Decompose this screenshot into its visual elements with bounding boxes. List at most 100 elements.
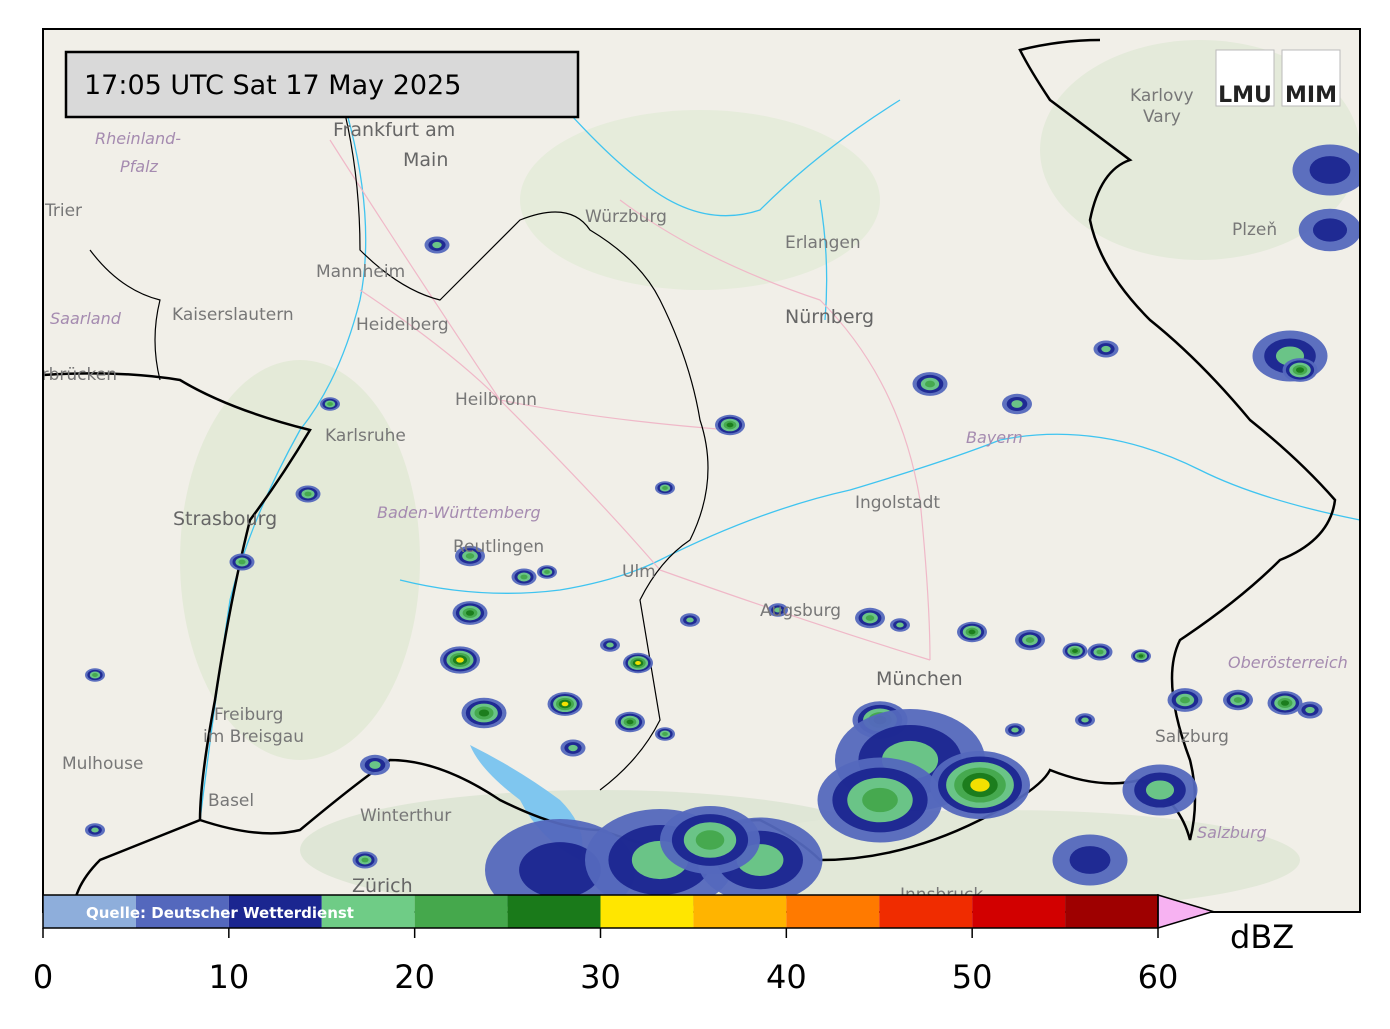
radar-echo <box>520 574 528 580</box>
place-label: Salzburg <box>1197 823 1267 842</box>
colorbar-segment <box>879 895 973 928</box>
colorbar-segment <box>972 895 1066 928</box>
colorbar-segment <box>600 895 694 928</box>
radar-echoes <box>85 144 1360 912</box>
colorbar-tick-label: 20 <box>394 958 435 996</box>
place-label: Trier <box>44 201 82 221</box>
place-label: Ulm <box>622 562 656 582</box>
place-label: Plzeň <box>1232 220 1277 240</box>
radar-echo <box>1011 400 1023 408</box>
place-label: Kaiserslautern <box>172 305 294 325</box>
place-label: Saarland <box>50 309 122 328</box>
colorbar-segment <box>43 895 136 928</box>
colorbar-tick-label: 60 <box>1138 958 1179 996</box>
place-label: Mannheim <box>316 262 405 282</box>
radar-echo <box>238 559 246 565</box>
place-label: Baden-Württemberg <box>377 503 541 522</box>
logo-lmu: LMU <box>1218 83 1272 108</box>
place-label: Oberösterreich <box>1228 653 1348 672</box>
radar-echo <box>465 553 475 559</box>
radar-echo <box>686 617 694 623</box>
place-label: Main <box>403 149 448 171</box>
place-label: Bayern <box>966 428 1023 447</box>
radar-echo <box>1180 696 1190 704</box>
place-label: Saarbrücken <box>10 365 117 385</box>
colorbar-segment <box>135 895 229 928</box>
radar-echo <box>1312 218 1348 242</box>
radar-echo <box>865 615 875 621</box>
place-label: Karlovy <box>1130 86 1194 106</box>
place-label: Erlangen <box>785 233 861 253</box>
radar-echo <box>726 422 734 428</box>
radar-echo <box>1145 780 1175 800</box>
radar-echo <box>432 241 442 249</box>
map-area: Frankfurt am Main Rheinland- Pfalz Trier Mann… <box>10 29 1360 912</box>
place-label: Reutlingen <box>453 537 544 557</box>
place-label: Ingolstadt <box>855 493 940 513</box>
place-label: Würzburg <box>585 207 667 227</box>
radar-echo <box>465 610 475 616</box>
radar-echo <box>626 719 634 725</box>
radar-echo <box>91 827 99 833</box>
radar-echo <box>896 622 904 628</box>
colorbar: 0 10 20 30 40 50 60 <box>33 893 1216 996</box>
radar-echo <box>1081 717 1089 723</box>
colorbar-segment <box>414 895 508 928</box>
colorbar-segment <box>1065 895 1158 928</box>
radar-echo <box>1069 846 1111 874</box>
place-label: Zürich <box>352 875 413 897</box>
timestamp: 17:05 UTC Sat 17 May 2025 <box>84 70 461 101</box>
radar-echo <box>1096 649 1104 655</box>
radar-echo <box>1101 345 1111 353</box>
colorbar-segment <box>321 895 415 928</box>
radar-echo <box>968 629 976 635</box>
radar-echo <box>568 744 578 752</box>
logo-box <box>1281 49 1341 107</box>
radar-echo <box>1025 637 1035 643</box>
radar-echo <box>92 673 98 677</box>
place-label: Augsburg <box>760 601 841 621</box>
radar-echo <box>1011 727 1019 733</box>
colorbar-segment <box>228 895 322 928</box>
radar-echo <box>478 709 490 717</box>
place-label: Salzburg <box>1155 727 1229 747</box>
radar-echo <box>544 570 550 574</box>
radar-echo <box>774 607 782 613</box>
colorbar-unit: dBZ <box>1230 918 1294 956</box>
place-label: Rheinland- <box>95 129 181 148</box>
colorbar-segment <box>786 895 880 928</box>
radar-echo <box>1309 156 1351 184</box>
logo-box <box>1215 49 1275 107</box>
radar-echo <box>925 380 935 388</box>
source: Quelle: Deutscher Wetterdienst <box>86 904 354 922</box>
radar-echo <box>1280 700 1290 706</box>
radar-echo <box>1295 367 1305 373</box>
radar-echo <box>1305 706 1315 714</box>
place-label: Heidelberg <box>356 315 449 335</box>
place-label: Strasbourg <box>173 508 277 530</box>
colorbar-segment <box>507 895 601 928</box>
place-label: Karlsruhe <box>325 426 406 446</box>
radar-echo <box>561 701 569 707</box>
place-label: Pfalz <box>120 157 159 176</box>
place-label: München <box>876 668 963 690</box>
place-label: Mulhouse <box>62 754 143 774</box>
logos: LMU MIM <box>1215 49 1341 108</box>
radar-echo <box>1072 649 1078 653</box>
radar-echo <box>862 787 898 813</box>
colorbar-tick-label: 40 <box>766 958 807 996</box>
radar-echo <box>606 642 614 648</box>
radar-echo <box>970 778 990 792</box>
radar-echo <box>695 830 725 850</box>
colorbar-tick-label: 10 <box>208 958 249 996</box>
place-label: Basel <box>208 791 254 811</box>
radar-echo <box>1233 697 1243 703</box>
place-label: Frankfurt am <box>333 119 455 141</box>
colorbar-segment <box>693 895 787 928</box>
radar-echo <box>327 402 333 406</box>
place-label: im Breisgau <box>203 727 304 747</box>
radar-echo <box>456 657 464 663</box>
place-label: Freiburg <box>214 705 283 725</box>
place-label: Winterthur <box>360 806 451 826</box>
